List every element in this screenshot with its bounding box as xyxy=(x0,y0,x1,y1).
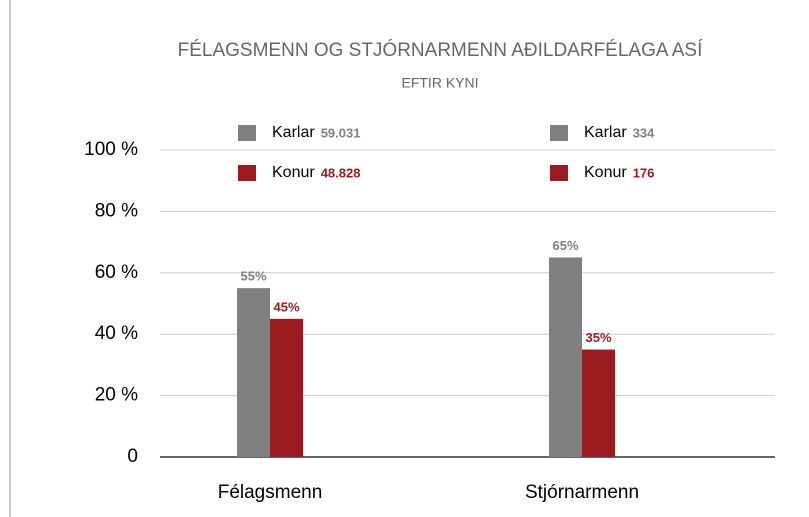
legend-label: Karlar xyxy=(272,124,315,141)
legend-count: 48.828 xyxy=(321,165,361,180)
y-tick-label: 40 % xyxy=(95,323,138,344)
value-label: 55% xyxy=(240,269,266,284)
y-tick-label: 100 % xyxy=(84,139,138,160)
legend-count: 59.031 xyxy=(321,125,361,140)
y-tick-label: 80 % xyxy=(95,200,138,221)
legend-swatch xyxy=(238,165,256,181)
legend-label: Karlar xyxy=(584,124,627,141)
x-tick-label: Stjórnarmenn xyxy=(525,482,639,503)
y-tick-label: 60 % xyxy=(95,262,138,283)
chart-title: FÉLAGSMENN OG STJÓRNARMENN AÐILDARFÉLAGA… xyxy=(178,39,703,61)
legend-label: Konur xyxy=(272,164,315,181)
value-label: 65% xyxy=(552,238,578,253)
legend-count: 334 xyxy=(633,125,655,140)
legend-swatch xyxy=(550,125,568,141)
value-label: 45% xyxy=(273,299,299,314)
bar xyxy=(270,318,303,457)
x-tick-label: Félagsmenn xyxy=(218,482,323,503)
chart-subtitle: EFTIR KYNI xyxy=(401,75,478,91)
bar xyxy=(582,349,615,457)
legend-swatch xyxy=(550,165,568,181)
legend-count: 176 xyxy=(633,165,655,180)
y-tick-label: 0 xyxy=(127,446,138,467)
bar xyxy=(549,257,582,457)
legend-label: Konur xyxy=(584,164,627,181)
bar xyxy=(237,288,270,457)
value-label: 35% xyxy=(585,330,611,345)
y-tick-label: 20 % xyxy=(95,385,138,406)
legend-swatch xyxy=(238,125,256,141)
